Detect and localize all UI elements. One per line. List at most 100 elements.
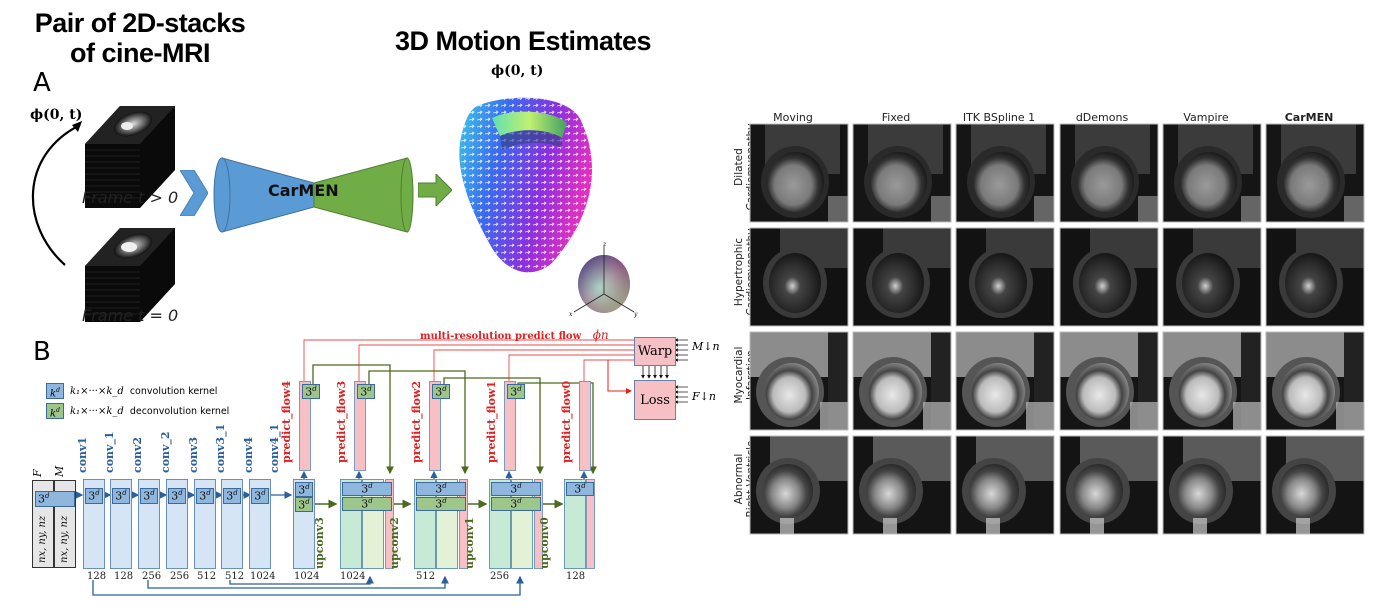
network-connections xyxy=(71,338,688,596)
deconv-kernel-formula: k₁×···×k_d xyxy=(70,405,124,417)
decoder-block-2-flow xyxy=(459,479,468,569)
col-header-carmen: CarMEN xyxy=(1284,111,1334,124)
col-header-fixed: Fixed xyxy=(881,111,911,124)
decoder-block-4-conv-kernel: 3d xyxy=(295,482,313,497)
label-conv3: conv3 xyxy=(187,436,200,473)
predict-flow1-kernel: 3d xyxy=(507,384,525,399)
chan-decoder-1: 256 xyxy=(490,571,510,582)
legend: kd k₁×···×k_d convolution kernel kd k₁×·… xyxy=(46,381,229,421)
chan-decoder-3: 1024 xyxy=(340,571,366,582)
axis-y-label: y xyxy=(633,311,638,318)
decoder-block-0 xyxy=(564,479,586,569)
predict-flow1-bar xyxy=(504,381,516,471)
comparison-grid: Moving Fixed ITK BSpline 1 dDemons Vampi… xyxy=(730,100,1382,540)
decoder-block-1-conv-kernel: 3d xyxy=(491,482,541,496)
phi-label-left: ϕ(0, t) xyxy=(30,107,83,123)
chan-conv4: 1024 xyxy=(250,571,276,582)
label-conv2: conv2 xyxy=(131,436,144,473)
deconv-kernel-text: deconvolution kernel xyxy=(129,405,230,417)
decoder-block-4-deconv-kernel: 3d xyxy=(295,497,313,512)
panel-a-letter: A xyxy=(33,68,51,98)
input-m-label: M xyxy=(53,465,66,477)
label-conv4: conv4 xyxy=(242,436,255,473)
legend-item-conv: kd k₁×···×k_d convolution kernel xyxy=(46,381,229,401)
frame-bottom-label: Frame t = 0 xyxy=(82,306,179,325)
predict-flow4-bar xyxy=(299,381,311,471)
predict-flow3-bar xyxy=(354,381,366,471)
label-upconv1: upconv1 xyxy=(463,517,476,569)
predict-flow0-bar xyxy=(579,381,591,471)
direction-colorball-icon: z x y xyxy=(569,242,638,318)
input-m-dims: nx, ny, nz xyxy=(59,515,70,563)
chan-conv1: 128 xyxy=(87,571,107,582)
input-f-label: F xyxy=(31,469,44,477)
label-predict-flow4: predict_flow4 xyxy=(280,380,293,463)
mri-stack-frame-t xyxy=(85,100,175,208)
label-predict-flow1: predict_flow1 xyxy=(485,380,498,463)
loss-box: Loss xyxy=(634,380,676,420)
conv-kernel-text: convolution kernel xyxy=(129,385,218,397)
decoder-block-3-conv-kernel: 3d xyxy=(342,482,392,496)
label-conv-2: conv_2 xyxy=(159,431,172,473)
input-f-dims: nx, ny, nz xyxy=(37,515,48,563)
decoder-block-1-flow xyxy=(534,479,543,569)
chan-conv-2: 256 xyxy=(170,571,190,582)
warp-box: Warp xyxy=(634,337,676,366)
chan-conv-1: 128 xyxy=(114,571,134,582)
conv3-1-kernel: 3d xyxy=(223,488,241,504)
conv1-kernel: 3d xyxy=(85,488,103,504)
arrow-right-icon xyxy=(418,174,452,206)
mri-stack-frame-0 xyxy=(85,222,175,330)
label-upconv0: upconv0 xyxy=(538,517,551,569)
row-myocardial xyxy=(750,332,1364,430)
row-arv xyxy=(750,436,1364,534)
conv-2-kernel: 3d xyxy=(168,488,186,504)
predict-flow2-kernel: 3d xyxy=(432,384,450,399)
col-header-itk: ITK BSpline 1 xyxy=(962,111,1036,124)
chan-decoder-2: 512 xyxy=(416,571,436,582)
conv-kernel-formula: k₁×···×k_d xyxy=(70,385,124,397)
heart-motion-field xyxy=(459,97,592,273)
label-upconv3: upconv3 xyxy=(313,517,326,569)
chan-conv3: 512 xyxy=(197,571,217,582)
panel-b-letter: B xyxy=(33,337,51,367)
phi-label-right: ϕ(0, t) xyxy=(491,63,544,79)
network-label: CarMEN xyxy=(268,181,339,200)
panel-a-title-left: Pair of 2D-stacks of cine-MRI xyxy=(34,8,246,68)
decoder-block-3-flow xyxy=(385,479,394,569)
row-hypertrophic xyxy=(750,228,1364,326)
decoder-block-3-deconv-kernel: 3d xyxy=(342,497,392,511)
chan-decoder-0: 128 xyxy=(566,571,586,582)
conv-kernel-swatch: kd xyxy=(46,383,64,399)
f-downsampled-label: F↓n xyxy=(692,390,716,403)
decoder-block-0-conv-kernel: 3d xyxy=(566,482,594,496)
frame-top-label: Frame t > 0 xyxy=(82,188,179,207)
chan-conv3-1: 512 xyxy=(225,571,245,582)
deconv-kernel-swatch: kd xyxy=(46,403,64,419)
chan-decoder-4: 1024 xyxy=(294,571,320,582)
chan-conv2: 256 xyxy=(142,571,162,582)
m-downsampled-label: M↓n xyxy=(692,340,720,353)
label-conv1: conv1 xyxy=(76,436,89,473)
input-kernel: 3d xyxy=(35,491,75,507)
label-predict-flow3: predict_flow3 xyxy=(335,380,348,463)
chevron-right-icon xyxy=(180,170,208,216)
mri-thumbnails xyxy=(749,123,1365,535)
conv-1-kernel: 3d xyxy=(112,488,130,504)
label-predict-flow0: predict_flow0 xyxy=(560,380,573,463)
label-predict-flow2: predict_flow2 xyxy=(410,380,423,463)
legend-item-deconv: kd k₁×···×k_d deconvolution kernel xyxy=(46,401,229,421)
predict-flow3-kernel: 3d xyxy=(357,384,375,399)
conv3-kernel: 3d xyxy=(196,488,214,504)
axis-z-label: z xyxy=(602,242,607,248)
row-dilated xyxy=(750,124,1364,222)
decoder-block-1-deconv-kernel: 3d xyxy=(491,497,541,511)
conv2-kernel: 3d xyxy=(140,488,158,504)
label-conv-1: conv_1 xyxy=(103,431,116,473)
col-header-ddemons: dDemons xyxy=(1075,111,1129,124)
decoder-block-0-flow xyxy=(586,479,595,569)
multi-res-flow-label: multi-resolution predict flow ϕn xyxy=(420,328,609,342)
label-upconv2: upconv2 xyxy=(388,517,401,569)
conv4-kernel: 3d xyxy=(251,488,269,504)
col-header-moving: Moving xyxy=(773,111,813,124)
